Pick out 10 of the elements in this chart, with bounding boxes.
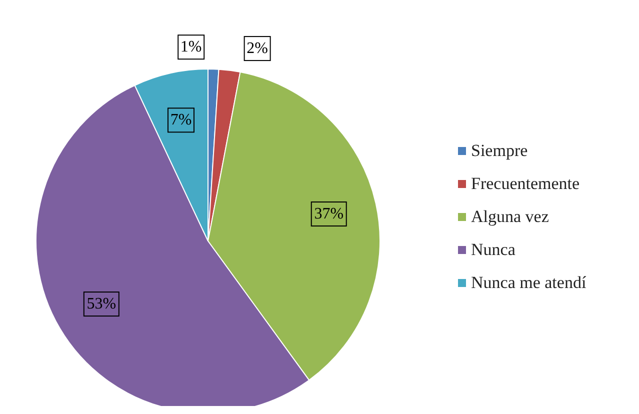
data-label: 37% bbox=[314, 205, 344, 222]
legend-label: Alguna vez bbox=[471, 207, 549, 227]
data-label: 1% bbox=[180, 38, 202, 56]
legend-label: Nunca me atendí bbox=[471, 273, 586, 293]
data-label: 7% bbox=[170, 112, 192, 129]
data-label: 53% bbox=[86, 296, 116, 313]
legend-label: Frecuentemente bbox=[471, 174, 580, 194]
data-label: 2% bbox=[246, 40, 268, 58]
legend-label: Siempre bbox=[471, 141, 528, 161]
legend-label: Nunca bbox=[471, 240, 516, 260]
